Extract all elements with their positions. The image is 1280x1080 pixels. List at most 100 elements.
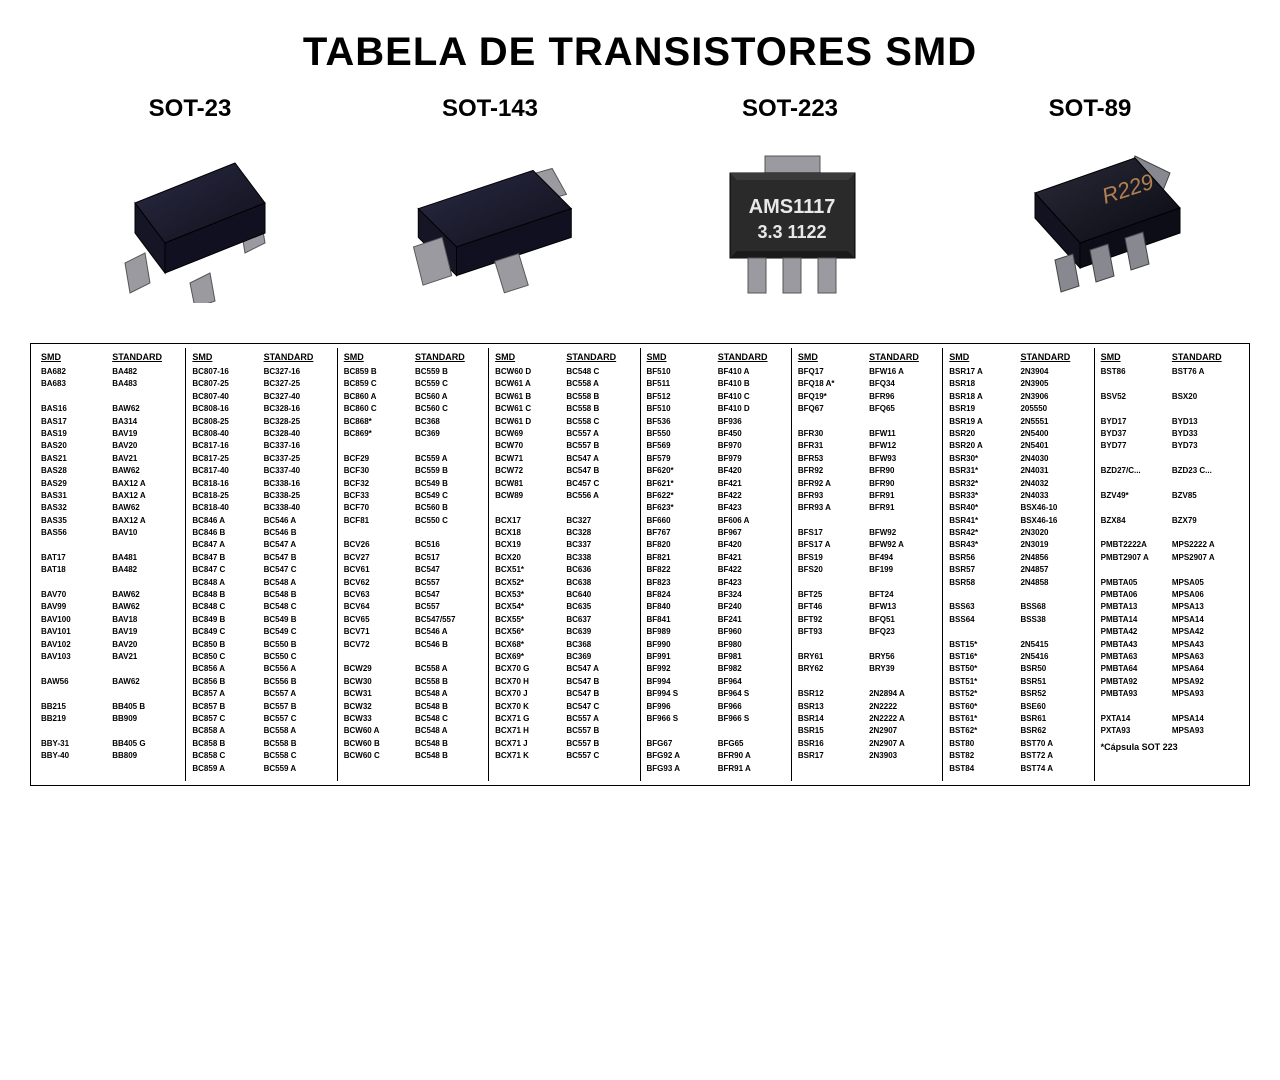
cell-smd: PXTA93 xyxy=(1099,725,1170,737)
cell-standard: BFQ23 xyxy=(867,626,938,638)
cell-smd: BF536 xyxy=(645,416,716,428)
table-row xyxy=(1099,701,1241,713)
cell-standard: 2N5415 xyxy=(1018,639,1089,651)
cell-standard: BC369 xyxy=(413,428,484,440)
cell-smd xyxy=(796,515,867,527)
table-row: BF822BF422 xyxy=(645,564,787,576)
cell-standard: BF494 xyxy=(867,552,938,564)
table-row: BF620*BF420 xyxy=(645,465,787,477)
package-image-sot223: AMS1117 3.3 1122 xyxy=(680,133,900,313)
cell-standard: BFR90 xyxy=(867,465,938,477)
table-row: PXTA14MPSA14 xyxy=(1099,713,1241,725)
cell-smd: BAS29 xyxy=(39,478,110,490)
cell-smd: BB219 xyxy=(39,713,110,725)
table-row: BC858 ABC558 A xyxy=(190,725,332,737)
table-row: BST82BST72 A xyxy=(947,750,1089,762)
table-row: BCV65BC547/557 xyxy=(342,614,484,626)
table-row: BCW70BC557 B xyxy=(493,440,635,452)
cell-smd: BAV102 xyxy=(39,639,110,651)
cell-standard: BC557 B xyxy=(564,738,635,750)
table-row xyxy=(39,577,181,589)
cell-standard: BST72 A xyxy=(1018,750,1089,762)
cell-standard: 2N5401 xyxy=(1018,440,1089,452)
cell-smd: BC849 B xyxy=(190,614,261,626)
cell-standard: BFR91 xyxy=(867,490,938,502)
table-row: BSS63BSS68 xyxy=(947,601,1089,613)
cell-smd: BCF29 xyxy=(342,453,413,465)
cell-smd: BC847 B xyxy=(190,552,261,564)
cell-standard: BC547 xyxy=(413,564,484,576)
cell-standard: BC549 B xyxy=(262,614,333,626)
cell-standard: BSR50 xyxy=(1018,663,1089,675)
cell-standard: BF421 xyxy=(716,552,787,564)
cell-standard: BF423 xyxy=(716,577,787,589)
cell-standard: BA482 xyxy=(110,564,181,576)
cell-smd: BC808-16 xyxy=(190,403,261,415)
cell-smd: BCX51* xyxy=(493,564,564,576)
package-sot89: SOT-89 R229 xyxy=(980,95,1200,313)
table-row: BC848 CBC548 C xyxy=(190,601,332,613)
cell-smd: BAS21 xyxy=(39,453,110,465)
table-row: BSR31*2N4031 xyxy=(947,465,1089,477)
cell-smd: BAS31 xyxy=(39,490,110,502)
cell-smd: BF510 xyxy=(645,403,716,415)
table-row: BC808-16BC328-16 xyxy=(190,403,332,415)
cell-smd: BSR31* xyxy=(947,465,1018,477)
cell-smd: BCX53* xyxy=(493,589,564,601)
cell-smd xyxy=(342,440,413,452)
cell-standard: BC546 B xyxy=(262,527,333,539)
table-row xyxy=(1099,453,1241,465)
table-row: BFS17 ABFW92 A xyxy=(796,539,938,551)
cell-standard: 205550 xyxy=(1018,403,1089,415)
table-column: SMDSTANDARDBSR17 A2N3904BSR182N3905BSR18… xyxy=(943,348,1094,781)
cell-smd: PMBTA05 xyxy=(1099,577,1170,589)
cell-standard: 2N4030 xyxy=(1018,453,1089,465)
cell-smd: BBY-31 xyxy=(39,738,110,750)
table-row: BFT46BFW13 xyxy=(796,601,938,613)
cell-smd: BSR56 xyxy=(947,552,1018,564)
table-row: PMBTA43MPSA43 xyxy=(1099,639,1241,651)
cell-standard: BC548 C xyxy=(413,713,484,725)
table-row: BCV64BC557 xyxy=(342,601,484,613)
cell-standard: BAW62 xyxy=(110,465,181,477)
table-row: BSR32*2N4032 xyxy=(947,478,1089,490)
package-sot223: SOT-223 AMS1117 3.3 1122 xyxy=(680,95,900,313)
cell-smd: BST62* xyxy=(947,725,1018,737)
table-row: BF991BF981 xyxy=(645,651,787,663)
cell-smd: BZX84 xyxy=(1099,515,1170,527)
cell-standard xyxy=(716,725,787,737)
table-row: BC847 BBC547 B xyxy=(190,552,332,564)
cell-standard: 2N3906 xyxy=(1018,391,1089,403)
table-row: BAV99BAW62 xyxy=(39,601,181,613)
cell-smd: BC807-25 xyxy=(190,378,261,390)
cell-standard: BC550 C xyxy=(413,515,484,527)
cell-standard: BC547 A xyxy=(564,453,635,465)
cell-smd: BYD17 xyxy=(1099,416,1170,428)
cell-smd: BC858 B xyxy=(190,738,261,750)
cell-standard: BB909 xyxy=(110,713,181,725)
cell-smd: BSR16 xyxy=(796,738,867,750)
cell-standard xyxy=(110,688,181,700)
cell-smd: BF966 S xyxy=(645,713,716,725)
cell-smd: BCV62 xyxy=(342,577,413,589)
table-row: BAS56BAV10 xyxy=(39,527,181,539)
table-row: BCX53*BC640 xyxy=(493,589,635,601)
table-row: BCW72BC547 B xyxy=(493,465,635,477)
table-row: PMBTA06MPSA06 xyxy=(1099,589,1241,601)
table-row: BC849 CBC549 C xyxy=(190,626,332,638)
cell-standard: BC558 A xyxy=(262,725,333,737)
cell-smd: PMBTA13 xyxy=(1099,601,1170,613)
cell-standard: BC558 C xyxy=(262,750,333,762)
cell-smd: BCW60 A xyxy=(342,725,413,737)
cell-smd: BC846 A xyxy=(190,515,261,527)
table-row: BSR202N5400 xyxy=(947,428,1089,440)
table-row: BCF29BC559 A xyxy=(342,453,484,465)
table-row: BF550BF450 xyxy=(645,428,787,440)
cell-smd: BZD27/C... xyxy=(1099,465,1170,477)
table-row: BF821BF421 xyxy=(645,552,787,564)
cell-standard: BC556 A xyxy=(262,663,333,675)
cell-standard: BAV18 xyxy=(110,614,181,626)
cell-standard: BF410 A xyxy=(716,366,787,378)
cell-standard: BFR96 xyxy=(867,391,938,403)
cell-smd: BF660 xyxy=(645,515,716,527)
